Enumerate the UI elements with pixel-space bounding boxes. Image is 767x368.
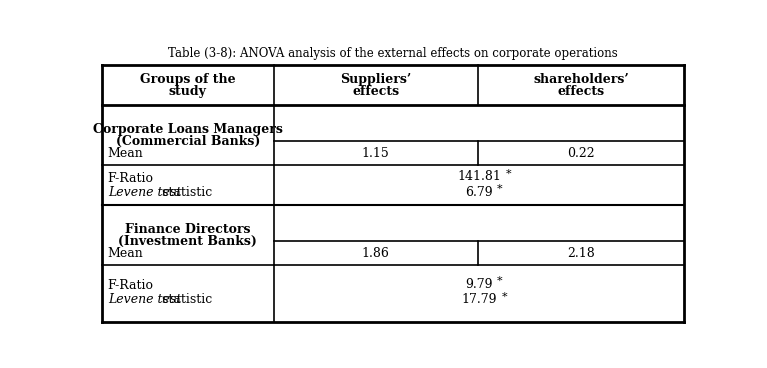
Text: Suppliers’: Suppliers’ [340, 72, 411, 85]
Text: 2.18: 2.18 [567, 247, 595, 260]
Text: statistic: statistic [158, 186, 212, 199]
Text: effects: effects [352, 85, 399, 98]
Text: *: * [502, 291, 507, 301]
Text: shareholders’: shareholders’ [533, 72, 629, 85]
Text: *: * [505, 169, 512, 178]
Text: Finance Directors: Finance Directors [125, 223, 251, 236]
Text: F-Ratio: F-Ratio [107, 279, 153, 292]
Text: 17.79: 17.79 [461, 293, 497, 307]
Text: Mean: Mean [107, 147, 143, 160]
Text: (Commercial Banks): (Commercial Banks) [116, 135, 260, 148]
Text: *: * [497, 184, 502, 194]
Text: Table (3-8): ANOVA analysis of the external effects on corporate operations: Table (3-8): ANOVA analysis of the exter… [168, 47, 618, 60]
Text: Levene test: Levene test [107, 186, 181, 199]
Text: 141.81: 141.81 [457, 170, 501, 183]
Text: (Investment Banks): (Investment Banks) [118, 235, 257, 248]
Text: statistic: statistic [158, 293, 212, 306]
Text: Corporate Loans Managers: Corporate Loans Managers [93, 123, 283, 135]
Text: 1.15: 1.15 [362, 147, 390, 160]
Text: F-Ratio: F-Ratio [107, 172, 153, 185]
Text: 9.79: 9.79 [466, 278, 492, 291]
Text: study: study [169, 85, 206, 98]
Text: *: * [497, 276, 502, 286]
Text: Mean: Mean [107, 247, 143, 260]
Text: Groups of the: Groups of the [140, 72, 235, 85]
Text: 6.79: 6.79 [466, 186, 493, 199]
Text: effects: effects [558, 85, 604, 98]
Text: 1.86: 1.86 [362, 247, 390, 260]
Text: 0.22: 0.22 [567, 147, 594, 160]
Text: Levene test: Levene test [107, 293, 181, 306]
